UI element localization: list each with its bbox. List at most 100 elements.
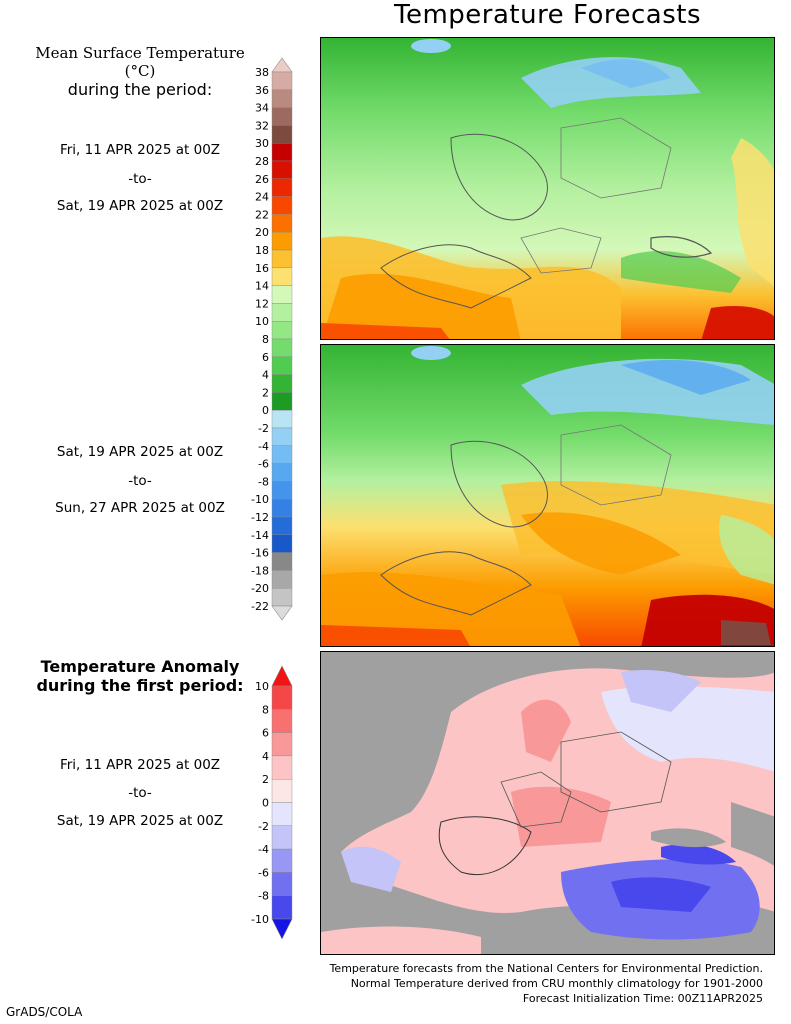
anomaly-colorbar-tick-label: -8 bbox=[258, 890, 269, 903]
anomaly-colorbar-swatch bbox=[271, 895, 293, 920]
temperature-colorbar-tick-label: 4 bbox=[262, 369, 269, 382]
anomaly-colorbar-tick-label: 6 bbox=[262, 727, 269, 740]
temperature-colorbar-swatch bbox=[271, 463, 293, 482]
anomaly-colorbar-swatch bbox=[271, 778, 293, 803]
anomaly-colorbar-swatch bbox=[271, 825, 293, 850]
temperature-colorbar-swatch bbox=[271, 552, 293, 571]
temperature-colorbar-swatch bbox=[271, 338, 293, 357]
temperature-colorbar-tick-label: 38 bbox=[255, 66, 269, 79]
temperature-colorbar-tick-label: 12 bbox=[255, 297, 269, 310]
temperature-colorbar-swatch bbox=[271, 321, 293, 340]
period2-separator: -to- bbox=[128, 473, 152, 489]
anomaly-colorbar-tick-label: -4 bbox=[258, 843, 269, 856]
anomaly-colorbar-tick-label: -10 bbox=[251, 913, 269, 926]
footer-line-ncep: Temperature forecasts from the National … bbox=[329, 962, 763, 975]
temperature-colorbar-swatch bbox=[271, 303, 293, 322]
period3-separator: -to- bbox=[128, 785, 152, 801]
temperature-colorbar-tick-label: 8 bbox=[262, 333, 269, 346]
anomaly-colorbar-swatch bbox=[271, 848, 293, 873]
legend2-heading: Temperature Anomaly during the first per… bbox=[20, 657, 260, 695]
anomaly-colorbar-tick-label: 0 bbox=[262, 797, 269, 810]
period2-end: Sun, 27 APR 2025 at 00Z bbox=[55, 500, 225, 516]
period2-start: Sat, 19 APR 2025 at 00Z bbox=[56, 444, 224, 460]
period3-start: Fri, 11 APR 2025 at 00Z bbox=[59, 757, 221, 773]
temperature-colorbar-tick-label: -16 bbox=[251, 547, 269, 560]
temperature-map-period2 bbox=[320, 344, 775, 647]
anomaly-colorbar-swatch bbox=[271, 755, 293, 780]
temperature-colorbar-tick-label: 16 bbox=[255, 262, 269, 275]
temperature-colorbar-tick-label: 30 bbox=[255, 137, 269, 150]
temperature-colorbar-swatch bbox=[271, 249, 293, 268]
anomaly-colorbar-cap-bottom bbox=[271, 918, 293, 940]
temperature-colorbar-swatch bbox=[271, 89, 293, 108]
anomaly-colorbar-swatch bbox=[271, 709, 293, 733]
period1-end: Sat, 19 APR 2025 at 00Z bbox=[56, 198, 224, 214]
legend2-heading-line1: Temperature Anomaly bbox=[40, 657, 240, 676]
temperature-colorbar-tick-label: -4 bbox=[258, 440, 269, 453]
temperature-colorbar-cap-bottom bbox=[271, 605, 293, 621]
page-title: Temperature Forecasts bbox=[393, 0, 702, 30]
temperature-colorbar-swatch bbox=[271, 534, 293, 553]
temperature-colorbar-cap-top bbox=[271, 57, 293, 73]
temperature-colorbar-tick-label: 0 bbox=[262, 404, 269, 417]
temperature-colorbar-tick-label: -2 bbox=[258, 422, 269, 435]
anomaly-colorbar-swatch bbox=[271, 802, 293, 826]
temperature-colorbar-swatch bbox=[271, 392, 293, 411]
temperature-colorbar-swatch bbox=[271, 374, 293, 393]
footer-credits: Temperature forecasts from the National … bbox=[330, 961, 763, 1006]
anomaly-colorbar-cap-top bbox=[271, 665, 293, 687]
temperature-colorbar-tick-label: 32 bbox=[255, 119, 269, 132]
temperature-colorbar-tick-label: 10 bbox=[255, 315, 269, 328]
temperature-colorbar-swatch bbox=[271, 427, 293, 446]
temperature-colorbar-swatch bbox=[271, 214, 293, 233]
temperature-colorbar-swatch bbox=[271, 570, 293, 589]
temperature-colorbar-tick-label: -22 bbox=[251, 600, 269, 613]
period1-separator: -to- bbox=[128, 171, 152, 187]
legend2-heading-line2: during the first period: bbox=[36, 676, 244, 695]
temperature-colorbar-tick-label: 14 bbox=[255, 280, 269, 293]
temperature-colorbar-swatch bbox=[271, 356, 293, 375]
temperature-colorbar-swatch bbox=[271, 231, 293, 251]
temperature-colorbar: 38363432302826242220181614121086420-2-4-… bbox=[251, 57, 293, 621]
anomaly-colorbar-tick-label: 2 bbox=[262, 773, 269, 786]
legend1-heading: Mean Surface Temperature (°C) during the… bbox=[20, 44, 260, 99]
legend1-heading-line1: Mean Surface Temperature (°C) bbox=[35, 44, 245, 80]
temperature-colorbar-tick-label: 24 bbox=[255, 191, 269, 204]
anomaly-colorbar-tick-label: 10 bbox=[255, 680, 269, 693]
temperature-colorbar-tick-label: 6 bbox=[262, 351, 269, 364]
period3-end: Sat, 19 APR 2025 at 00Z bbox=[56, 813, 224, 829]
temperature-colorbar-swatch bbox=[271, 445, 293, 464]
temperature-colorbar-swatch bbox=[271, 499, 293, 518]
temperature-colorbar-tick-label: -10 bbox=[251, 493, 269, 506]
temperature-colorbar-swatch bbox=[271, 142, 293, 162]
temperature-colorbar-tick-label: 34 bbox=[255, 102, 269, 115]
grads-credit: GrADS/COLA bbox=[6, 1005, 83, 1019]
temperature-colorbar-swatch bbox=[271, 285, 293, 304]
anomaly-colorbar-tick-label: 8 bbox=[262, 703, 269, 716]
temperature-colorbar-swatch bbox=[271, 71, 293, 90]
temperature-colorbar-tick-label: 18 bbox=[255, 244, 269, 257]
temperature-colorbar-swatch bbox=[271, 125, 293, 144]
temperature-colorbar-tick-label: 36 bbox=[255, 84, 269, 97]
anomaly-colorbar-swatch bbox=[271, 872, 293, 896]
temperature-map-period1 bbox=[320, 37, 775, 340]
anomaly-colorbar: 10 8 6 4 2 0 -2 -4 -6 -8 -10 bbox=[251, 665, 293, 940]
temperature-colorbar-swatch bbox=[271, 196, 293, 215]
temperature-colorbar-tick-label: -18 bbox=[251, 564, 269, 577]
temperature-colorbar-tick-label: 28 bbox=[255, 155, 269, 168]
period1-start: Fri, 11 APR 2025 at 00Z bbox=[59, 142, 221, 158]
temperature-colorbar-swatch bbox=[271, 481, 293, 500]
temperature-colorbar-swatch bbox=[271, 178, 293, 197]
anomaly-colorbar-swatch bbox=[271, 685, 293, 710]
temperature-colorbar-swatch bbox=[271, 267, 293, 286]
footer-line-init-time: Forecast Initialization Time: 00Z11APR20… bbox=[522, 992, 763, 1005]
temperature-colorbar-tick-label: -6 bbox=[258, 458, 269, 471]
temperature-colorbar-swatch bbox=[271, 588, 293, 607]
temperature-colorbar-tick-label: 22 bbox=[255, 208, 269, 221]
temperature-colorbar-tick-label: -20 bbox=[251, 582, 269, 595]
temperature-colorbar-tick-label: 26 bbox=[255, 173, 269, 186]
temperature-colorbar-tick-label: -14 bbox=[251, 529, 269, 542]
temperature-colorbar-swatch bbox=[271, 516, 293, 535]
temperature-colorbar-tick-label: -12 bbox=[251, 511, 269, 524]
anomaly-map-period1 bbox=[320, 651, 775, 955]
